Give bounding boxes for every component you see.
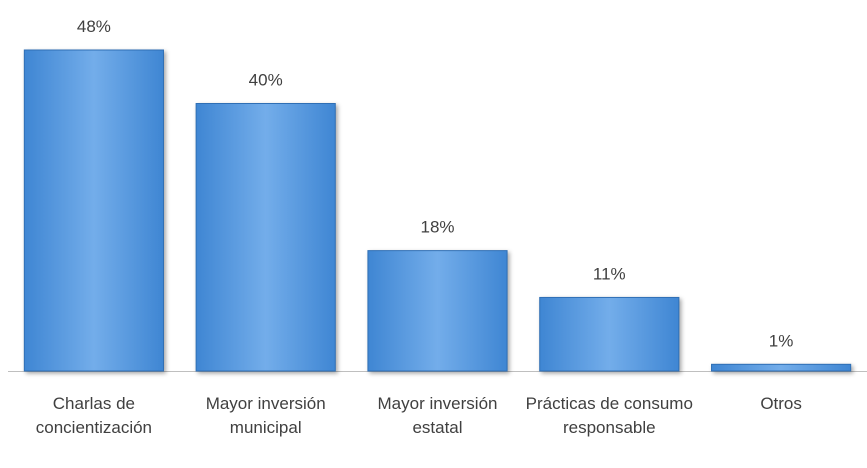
x-tick-label: Otros [760, 394, 802, 413]
x-tick-label: Prácticas de consumo responsable [525, 394, 693, 437]
data-label: 18% [420, 218, 454, 237]
bar [23, 49, 164, 372]
data-label: 1% [769, 331, 794, 350]
x-tick-label: Mayor inversión municipal [205, 394, 326, 437]
bar [195, 103, 336, 372]
bar [539, 296, 680, 372]
bar [711, 363, 852, 372]
x-tick-label: Charlas de concientización [35, 394, 153, 437]
data-label: 11% [593, 264, 626, 283]
data-label: 40% [249, 71, 283, 90]
bar [367, 250, 508, 372]
x-tick-label: Mayor inversión estatal [377, 394, 498, 437]
data-label: 48% [77, 17, 111, 36]
